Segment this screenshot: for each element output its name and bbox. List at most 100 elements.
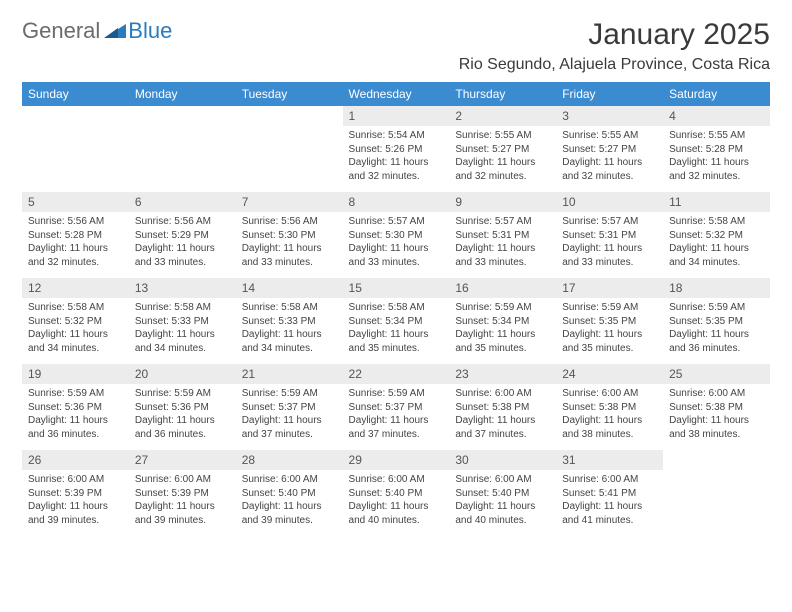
- daylight-text: Daylight: 11 hours and 34 minutes.: [135, 328, 230, 355]
- sunset-text: Sunset: 5:34 PM: [455, 315, 550, 329]
- sunrise-text: Sunrise: 6:00 AM: [28, 473, 123, 487]
- day-number: 27: [129, 450, 236, 470]
- day-details: Sunrise: 5:55 AMSunset: 5:27 PMDaylight:…: [449, 126, 556, 186]
- daylight-text: Daylight: 11 hours and 38 minutes.: [669, 414, 764, 441]
- calendar-day-cell: 22 Sunrise: 5:59 AMSunset: 5:37 PMDayligh…: [343, 364, 450, 450]
- day-header: Friday: [556, 82, 663, 106]
- day-details: Sunrise: 5:57 AMSunset: 5:31 PMDaylight:…: [556, 212, 663, 272]
- calendar-day-cell: 16Sunrise: 5:59 AMSunset: 5:34 PMDayligh…: [449, 278, 556, 364]
- calendar-body: 1Sunrise: 5:54 AMSunset: 5:26 PMDaylight…: [22, 106, 770, 536]
- daylight-text: Daylight: 11 hours and 39 minutes.: [28, 500, 123, 527]
- sunrise-text: Sunrise: 5:54 AM: [349, 129, 444, 143]
- sunset-text: Sunset: 5:34 PM: [349, 315, 444, 329]
- calendar-week-row: 5Sunrise: 5:56 AMSunset: 5:28 PMDaylight…: [22, 192, 770, 278]
- sunrise-text: Sunrise: 6:00 AM: [455, 473, 550, 487]
- day-details: Sunrise: 5:58 AMSunset: 5:33 PMDaylight:…: [236, 298, 343, 358]
- day-details: Sunrise: 5:55 AMSunset: 5:27 PMDaylight:…: [556, 126, 663, 186]
- day-details: Sunrise: 5:57 AMSunset: 5:31 PMDaylight:…: [449, 212, 556, 272]
- calendar-day-cell: 9Sunrise: 5:57 AMSunset: 5:31 PMDaylight…: [449, 192, 556, 278]
- day-number: 22: [343, 364, 450, 384]
- daylight-text: Daylight: 11 hours and 32 minutes.: [669, 156, 764, 183]
- day-details: Sunrise: 6:00 AMSunset: 5:39 PMDaylight:…: [129, 470, 236, 530]
- day-number: 8: [343, 192, 450, 212]
- calendar-day-cell: 15Sunrise: 5:58 AMSunset: 5:34 PMDayligh…: [343, 278, 450, 364]
- calendar-day-cell: 21Sunrise: 5:59 AMSunset: 5:37 PMDayligh…: [236, 364, 343, 450]
- calendar-day-cell: 28Sunrise: 6:00 AMSunset: 5:40 PMDayligh…: [236, 450, 343, 536]
- sunrise-text: Sunrise: 5:59 AM: [349, 387, 444, 401]
- calendar-day-cell: 1Sunrise: 5:54 AMSunset: 5:26 PMDaylight…: [343, 106, 450, 192]
- day-number: 29: [343, 450, 450, 470]
- calendar-day-cell: 6Sunrise: 5:56 AMSunset: 5:29 PMDaylight…: [129, 192, 236, 278]
- day-header: Thursday: [449, 82, 556, 106]
- day-number: 17: [556, 278, 663, 298]
- sunrise-text: Sunrise: 6:00 AM: [562, 387, 657, 401]
- day-number: 2: [449, 106, 556, 126]
- daylight-text: Daylight: 11 hours and 38 minutes.: [562, 414, 657, 441]
- day-header: Monday: [129, 82, 236, 106]
- sunset-text: Sunset: 5:40 PM: [349, 487, 444, 501]
- sunset-text: Sunset: 5:38 PM: [562, 401, 657, 415]
- daylight-text: Daylight: 11 hours and 37 minutes.: [242, 414, 337, 441]
- day-details: Sunrise: 6:00 AMSunset: 5:40 PMDaylight:…: [449, 470, 556, 530]
- calendar-day-cell: [22, 106, 129, 192]
- calendar-day-cell: 27Sunrise: 6:00 AMSunset: 5:39 PMDayligh…: [129, 450, 236, 536]
- day-number: 6: [129, 192, 236, 212]
- sunset-text: Sunset: 5:33 PM: [242, 315, 337, 329]
- calendar-day-cell: [663, 450, 770, 536]
- sunrise-text: Sunrise: 6:00 AM: [135, 473, 230, 487]
- sunrise-text: Sunrise: 6:00 AM: [562, 473, 657, 487]
- sunrise-text: Sunrise: 5:55 AM: [669, 129, 764, 143]
- sunset-text: Sunset: 5:39 PM: [28, 487, 123, 501]
- daylight-text: Daylight: 11 hours and 36 minutes.: [135, 414, 230, 441]
- daylight-text: Daylight: 11 hours and 35 minutes.: [349, 328, 444, 355]
- calendar-day-cell: 13Sunrise: 5:58 AMSunset: 5:33 PMDayligh…: [129, 278, 236, 364]
- calendar-header-row: SundayMondayTuesdayWednesdayThursdayFrid…: [22, 82, 770, 106]
- daylight-text: Daylight: 11 hours and 36 minutes.: [28, 414, 123, 441]
- calendar-day-cell: 26Sunrise: 6:00 AMSunset: 5:39 PMDayligh…: [22, 450, 129, 536]
- calendar-day-cell: 29Sunrise: 6:00 AMSunset: 5:40 PMDayligh…: [343, 450, 450, 536]
- day-number: 20: [129, 364, 236, 384]
- day-details: Sunrise: 5:59 AMSunset: 5:34 PMDaylight:…: [449, 298, 556, 358]
- sunrise-text: Sunrise: 5:58 AM: [669, 215, 764, 229]
- calendar-day-cell: 7Sunrise: 5:56 AMSunset: 5:30 PMDaylight…: [236, 192, 343, 278]
- calendar-day-cell: 8Sunrise: 5:57 AMSunset: 5:30 PMDaylight…: [343, 192, 450, 278]
- day-details: Sunrise: 5:58 AMSunset: 5:32 PMDaylight:…: [663, 212, 770, 272]
- sunrise-text: Sunrise: 5:55 AM: [455, 129, 550, 143]
- sunset-text: Sunset: 5:37 PM: [349, 401, 444, 415]
- month-title: January 2025: [459, 18, 770, 52]
- calendar-day-cell: 3Sunrise: 5:55 AMSunset: 5:27 PMDaylight…: [556, 106, 663, 192]
- daylight-text: Daylight: 11 hours and 40 minutes.: [455, 500, 550, 527]
- day-number: 11: [663, 192, 770, 212]
- sunset-text: Sunset: 5:27 PM: [562, 143, 657, 157]
- daylight-text: Daylight: 11 hours and 32 minutes.: [28, 242, 123, 269]
- sunset-text: Sunset: 5:40 PM: [455, 487, 550, 501]
- sunrise-text: Sunrise: 5:58 AM: [349, 301, 444, 315]
- calendar-day-cell: 30Sunrise: 6:00 AMSunset: 5:40 PMDayligh…: [449, 450, 556, 536]
- daylight-text: Daylight: 11 hours and 33 minutes.: [562, 242, 657, 269]
- sunset-text: Sunset: 5:31 PM: [562, 229, 657, 243]
- daylight-text: Daylight: 11 hours and 37 minutes.: [349, 414, 444, 441]
- calendar-week-row: 1Sunrise: 5:54 AMSunset: 5:26 PMDaylight…: [22, 106, 770, 192]
- daylight-text: Daylight: 11 hours and 33 minutes.: [455, 242, 550, 269]
- sunrise-text: Sunrise: 6:00 AM: [349, 473, 444, 487]
- day-details: Sunrise: 6:00 AMSunset: 5:39 PMDaylight:…: [22, 470, 129, 530]
- day-details: Sunrise: 5:56 AMSunset: 5:28 PMDaylight:…: [22, 212, 129, 272]
- day-number: 9: [449, 192, 556, 212]
- day-details: Sunrise: 5:59 AMSunset: 5:35 PMDaylight:…: [663, 298, 770, 358]
- daylight-text: Daylight: 11 hours and 34 minutes.: [28, 328, 123, 355]
- sunrise-text: Sunrise: 5:58 AM: [28, 301, 123, 315]
- calendar-day-cell: 10Sunrise: 5:57 AMSunset: 5:31 PMDayligh…: [556, 192, 663, 278]
- day-details: Sunrise: 5:57 AMSunset: 5:30 PMDaylight:…: [343, 212, 450, 272]
- day-number: 1: [343, 106, 450, 126]
- day-header: Sunday: [22, 82, 129, 106]
- calendar-day-cell: 24Sunrise: 6:00 AMSunset: 5:38 PMDayligh…: [556, 364, 663, 450]
- daylight-text: Daylight: 11 hours and 39 minutes.: [242, 500, 337, 527]
- sunrise-text: Sunrise: 6:00 AM: [669, 387, 764, 401]
- daylight-text: Daylight: 11 hours and 33 minutes.: [135, 242, 230, 269]
- calendar-day-cell: 4Sunrise: 5:55 AMSunset: 5:28 PMDaylight…: [663, 106, 770, 192]
- day-number: 31: [556, 450, 663, 470]
- daylight-text: Daylight: 11 hours and 32 minutes.: [349, 156, 444, 183]
- day-details: Sunrise: 5:58 AMSunset: 5:32 PMDaylight:…: [22, 298, 129, 358]
- sunset-text: Sunset: 5:39 PM: [135, 487, 230, 501]
- day-number: 26: [22, 450, 129, 470]
